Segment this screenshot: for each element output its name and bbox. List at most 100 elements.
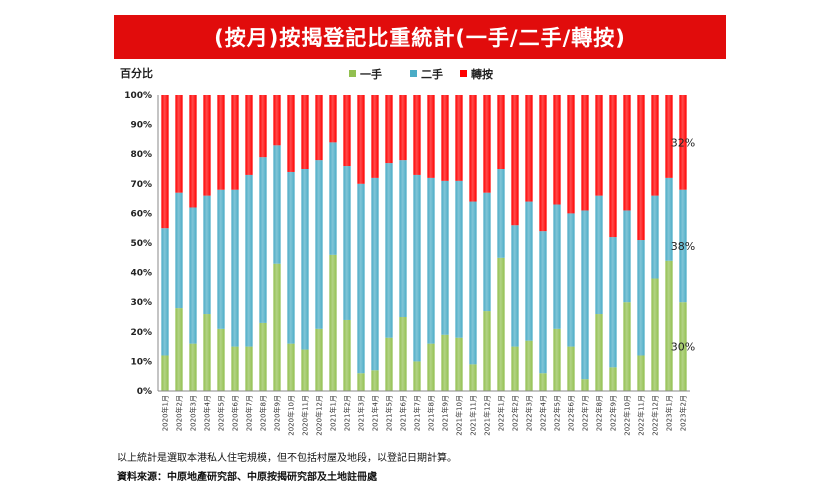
bar-segment: [497, 95, 505, 169]
bar-segment: [217, 95, 225, 190]
bar-segment: [259, 95, 267, 158]
x-axis: 2020年1月 2020年2月 2020年3月 2020年4月 2020年5月 2020年…: [158, 390, 690, 436]
bar-segment: [189, 95, 197, 208]
bar-segment: [469, 364, 477, 391]
x-tick-label: 2021年10月: [455, 395, 464, 436]
bar-segment: [287, 95, 295, 172]
x-tick-label: 2021年2月: [343, 395, 352, 431]
bar-segment: [497, 257, 505, 391]
x-tick-label: 2022年11月: [637, 395, 646, 436]
bar-segment: [357, 95, 365, 184]
bar-segment: [385, 95, 393, 164]
bar-segment: [161, 95, 169, 229]
bar-segment: [581, 95, 589, 211]
bar-segment: [651, 195, 659, 279]
x-tick-label: 2023年1月: [665, 395, 674, 431]
bar-segment: [469, 95, 477, 202]
bar-segment: [497, 169, 505, 258]
bar-segment: [609, 95, 617, 238]
bar-segment: [511, 225, 519, 347]
bar-segment: [315, 160, 323, 329]
bar-segment: [287, 171, 295, 344]
bar-segment: [315, 328, 323, 391]
chart-title: (按月)按揭登記比重統計(一手/二手/轉按): [214, 26, 626, 50]
bar-segment: [371, 95, 379, 178]
bar-segment: [357, 183, 365, 374]
bar-segment: [441, 180, 449, 335]
x-tick-label: 2021年9月: [441, 395, 450, 431]
bar-segment: [259, 157, 267, 323]
bar-segment: [539, 373, 547, 391]
annotations: 32% 38% 30%: [671, 136, 695, 353]
x-tick-label: 2020年10月: [287, 395, 296, 436]
bar-segment: [637, 355, 645, 391]
bar-segment: [161, 355, 169, 391]
bar-segment: [245, 174, 253, 347]
bar-segment: [483, 311, 491, 391]
legend-label: 轉按: [471, 67, 493, 81]
bar-segment: [175, 95, 183, 193]
bar-segment: [231, 189, 239, 347]
y-tick-label: 0%: [137, 387, 152, 397]
x-tick-label: 2020年5月: [217, 395, 226, 431]
bar-segment: [273, 263, 281, 391]
footnote: 以上統計是選取本港私人住宅規模，但不包括村屋及地段，以登記日期計算。: [117, 453, 457, 464]
legend-swatch: [349, 70, 356, 77]
x-tick-label: 2021年5月: [385, 395, 394, 431]
x-tick-label: 2021年6月: [399, 395, 408, 431]
title-banner: (按月)按揭登記比重統計(一手/二手/轉按): [114, 15, 726, 59]
bar-segment: [371, 177, 379, 371]
bar-segment: [581, 379, 589, 391]
x-tick-label: 2022年2月: [511, 395, 520, 431]
bar-segment: [427, 343, 435, 391]
bar-segment: [665, 260, 673, 391]
bar-segment: [609, 237, 617, 368]
bar-segment: [595, 314, 603, 391]
bar-segment: [301, 95, 309, 169]
bar-segment: [553, 204, 561, 329]
x-tick-label: 2022年10月: [623, 395, 632, 436]
bar-segment: [301, 349, 309, 391]
bar-segment: [343, 319, 351, 391]
x-tick-label: 2020年9月: [273, 395, 282, 431]
y-tick-label: 90%: [130, 121, 152, 131]
bar-segment: [441, 95, 449, 181]
bar-segment: [623, 210, 631, 303]
bar-segment: [553, 95, 561, 205]
x-tick-label: 2022年12月: [651, 395, 660, 436]
bar-segment: [483, 192, 491, 312]
bar-segment: [371, 370, 379, 391]
bar-segment: [343, 95, 351, 167]
bar-segment: [273, 145, 281, 264]
y-tick-label: 100%: [124, 91, 152, 101]
bar-segment: [357, 373, 365, 391]
y-tick-label: 40%: [130, 269, 152, 279]
x-tick-label: 2021年1月: [329, 395, 338, 431]
bar-segment: [329, 95, 337, 143]
bar-segment: [217, 189, 225, 329]
legend-swatch: [460, 70, 467, 77]
x-tick-label: 2020年8月: [259, 395, 268, 431]
bar-segment: [413, 95, 421, 175]
y-axis-title: 百分比: [120, 66, 153, 80]
x-tick-label: 2020年6月: [231, 395, 240, 431]
bar-segment: [525, 95, 533, 202]
x-tick-label: 2021年7月: [413, 395, 422, 431]
bar-segment: [455, 180, 463, 338]
bar-segment: [203, 195, 211, 315]
bar-segment: [413, 174, 421, 362]
x-tick-label: 2020年12月: [315, 395, 324, 436]
bar-segment: [469, 201, 477, 365]
bar-segment: [175, 192, 183, 309]
bar-segment: [273, 95, 281, 146]
bar-segment: [287, 343, 295, 391]
bar-segment: [427, 177, 435, 344]
x-tick-label: 2022年4月: [539, 395, 548, 431]
bar-segment: [399, 95, 407, 161]
y-tick-label: 50%: [130, 239, 152, 249]
x-tick-label: 2021年4月: [371, 395, 380, 431]
bar-segment: [455, 337, 463, 391]
bar-segment: [483, 95, 491, 193]
x-tick-label: 2022年8月: [595, 395, 604, 431]
